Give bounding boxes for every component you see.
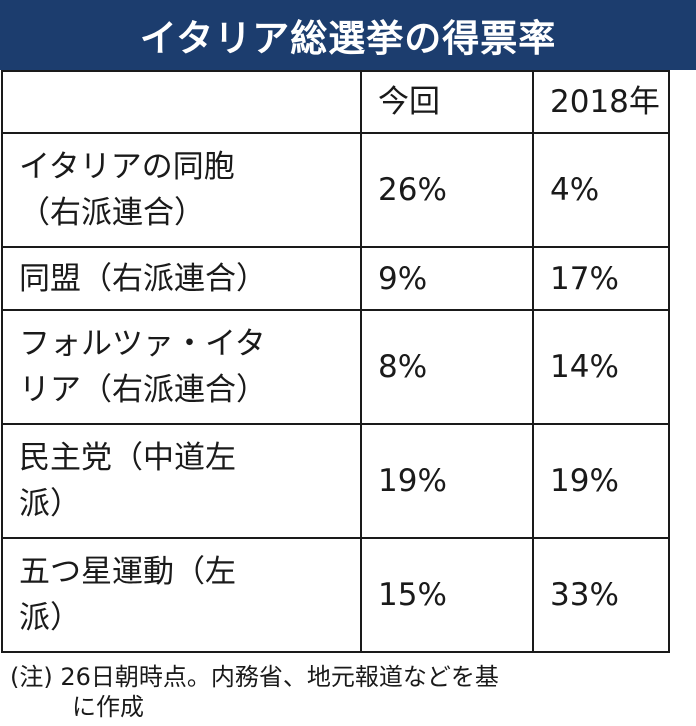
table-row: 五つ星運動（左 派） 15% 33% — [1, 537, 670, 653]
party-name-line: 同盟（右派連合） — [19, 260, 267, 297]
current-share: 8% — [360, 309, 534, 425]
party-name: イタリアの同胞 （右派連合） — [1, 132, 362, 248]
chart-title: イタリア総選挙の得票率 — [139, 17, 557, 60]
party-name: 同盟（右派連合） — [1, 246, 362, 311]
party-name-line: イタリアの同胞 — [19, 149, 235, 185]
table-row: イタリアの同胞 （右派連合） 26% 4% — [1, 132, 670, 248]
party-name-line: リア（右派連合） — [19, 372, 267, 408]
table-row: フォルツァ・イタ リア（右派連合） 8% 14% — [1, 309, 670, 425]
footnote-line: (注) 26日朝時点。内務省、地元報道などを基 — [10, 663, 499, 691]
party-name-line: 派） — [19, 600, 81, 636]
party-name: フォルツァ・イタ リア（右派連合） — [1, 309, 362, 425]
header-current: 今回 — [360, 70, 534, 134]
share-2018: 33% — [532, 537, 670, 653]
footnote-line: に作成 — [72, 693, 144, 721]
results-table: 今回 2018年 イタリアの同胞 （右派連合） 26% 4% 同盟（右派連合） … — [1, 70, 670, 653]
table-header-row: 今回 2018年 — [1, 70, 670, 134]
header-2018: 2018年 — [532, 70, 670, 134]
party-name-line: （右派連合） — [19, 195, 205, 231]
current-share: 26% — [360, 132, 534, 248]
party-name-line: 派） — [19, 486, 81, 522]
current-share: 15% — [360, 537, 534, 653]
party-name-line: フォルツァ・イタ — [19, 326, 266, 362]
party-name: 民主党（中道左 派） — [1, 423, 362, 539]
share-2018: 17% — [532, 246, 670, 311]
header-party — [1, 70, 362, 134]
table-row: 同盟（右派連合） 9% 17% — [1, 246, 670, 311]
share-2018: 19% — [532, 423, 670, 539]
footnote: (注) 26日朝時点。内務省、地元報道などを基 に作成 — [10, 662, 499, 722]
party-name: 五つ星運動（左 派） — [1, 537, 362, 653]
share-2018: 4% — [532, 132, 670, 248]
title-bar: イタリア総選挙の得票率 — [0, 0, 696, 70]
current-share: 19% — [360, 423, 534, 539]
party-name-line: 五つ星運動（左 — [19, 554, 236, 590]
table-row: 民主党（中道左 派） 19% 19% — [1, 423, 670, 539]
share-2018: 14% — [532, 309, 670, 425]
current-share: 9% — [360, 246, 534, 311]
party-name-line: 民主党（中道左 — [19, 440, 236, 476]
